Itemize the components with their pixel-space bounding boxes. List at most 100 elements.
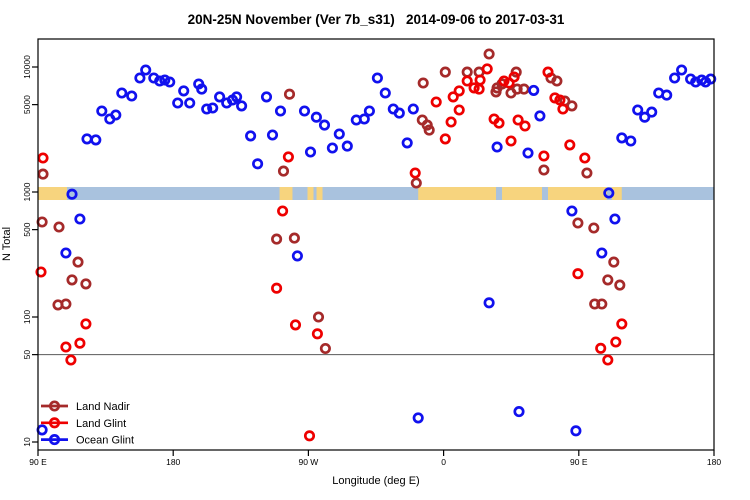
data-point: [566, 205, 578, 217]
data-point: [588, 222, 600, 234]
data-point: [72, 256, 84, 268]
data-point: [646, 106, 658, 118]
data-point: [474, 74, 486, 86]
x-tick-label: 90 E: [570, 457, 588, 467]
data-point: [557, 103, 569, 115]
data-point: [74, 213, 86, 225]
data-point: [326, 142, 338, 154]
data-point: [522, 147, 534, 159]
y-tick-label: 10: [22, 437, 32, 447]
data-point: [705, 73, 717, 85]
data-point: [66, 274, 78, 286]
data-point: [534, 110, 546, 122]
y-tick-label: 1000: [22, 182, 32, 201]
data-point: [304, 146, 317, 158]
data-point: [439, 66, 451, 78]
data-point: [676, 64, 688, 76]
data-point: [311, 328, 323, 340]
y-tick-label: 100: [22, 310, 32, 324]
data-point: [481, 63, 493, 75]
data-point: [252, 158, 264, 170]
data-point: [430, 96, 442, 108]
data-point: [35, 266, 47, 278]
data-point: [172, 97, 184, 109]
data-point: [447, 91, 459, 103]
data-point: [445, 116, 457, 128]
data-point: [401, 137, 413, 149]
data-point: [393, 107, 405, 119]
chart-title: 20N-25N November (Ver 7b_s31) 2014-09-06…: [188, 12, 565, 27]
data-point: [164, 76, 176, 88]
data-point: [566, 100, 578, 112]
data-point: [581, 167, 593, 179]
data-point: [310, 111, 322, 123]
data-point: [498, 75, 510, 87]
y-axis-label: N Total: [1, 227, 13, 261]
x-axis-label: Longitude (deg E): [332, 475, 419, 487]
legend: Land Nadir Land Glint Ocean Glint: [41, 400, 134, 447]
data-point: [288, 232, 300, 244]
data-point: [60, 341, 72, 353]
data-point: [140, 64, 152, 76]
data-point: [564, 139, 576, 151]
data-point: [511, 83, 523, 95]
legend-label: Land Nadir: [76, 401, 130, 413]
data-point: [602, 274, 614, 286]
data-point: [80, 278, 92, 290]
land-ocean-map-band: [38, 187, 714, 200]
legend-label: Ocean Glint: [76, 435, 134, 447]
data-point: [609, 213, 621, 225]
x-tick-label: 0: [441, 457, 446, 467]
data-point: [461, 66, 473, 78]
data-point: [53, 221, 65, 233]
data-point: [36, 424, 48, 436]
data-point: [298, 105, 311, 117]
x-axis-ticks: 90 E 180 90 W 0 90 E 180: [29, 450, 721, 467]
data-point: [178, 85, 190, 97]
data-point: [483, 48, 495, 60]
data-point: [236, 100, 248, 112]
data-point: [90, 134, 102, 146]
data-point: [554, 94, 566, 106]
data-point: [319, 342, 331, 355]
data-point: [669, 72, 681, 84]
series-land-nadir: [36, 48, 626, 355]
data-point: [274, 105, 287, 117]
data-point: [260, 91, 273, 103]
data-point: [538, 150, 550, 162]
data-point: [289, 319, 302, 331]
data-point: [572, 217, 584, 229]
data-point: [409, 167, 421, 179]
land-band-segment: [307, 187, 314, 200]
data-point: [184, 97, 196, 109]
data-point: [207, 102, 219, 114]
data-point: [231, 91, 243, 103]
data-point: [303, 430, 316, 442]
data-point: [379, 87, 391, 99]
data-point: [74, 337, 86, 349]
legend-marker-circle: [48, 400, 61, 412]
data-point: [461, 75, 473, 87]
data-point: [154, 75, 166, 87]
y-tick-label: 5000: [22, 95, 32, 114]
data-point: [410, 177, 422, 189]
data-point: [690, 76, 702, 88]
land-band-segment: [548, 187, 607, 200]
data-point: [579, 152, 591, 164]
data-point: [126, 90, 138, 102]
y-axis-ticks: 10000 5000 1000 500 100 50 10: [22, 55, 38, 447]
data-point: [110, 109, 122, 121]
legend-label: Land Glint: [76, 418, 126, 430]
data-point: [60, 298, 72, 310]
data-point: [201, 103, 213, 115]
data-point: [96, 105, 108, 117]
data-point: [453, 85, 465, 97]
x-tick-label: 180: [707, 457, 721, 467]
data-point: [66, 188, 78, 200]
data-point: [291, 250, 303, 262]
data-point: [196, 83, 208, 95]
data-points: [35, 48, 717, 442]
data-point: [60, 247, 72, 259]
ocean-band: [38, 187, 714, 200]
data-point: [80, 318, 92, 330]
